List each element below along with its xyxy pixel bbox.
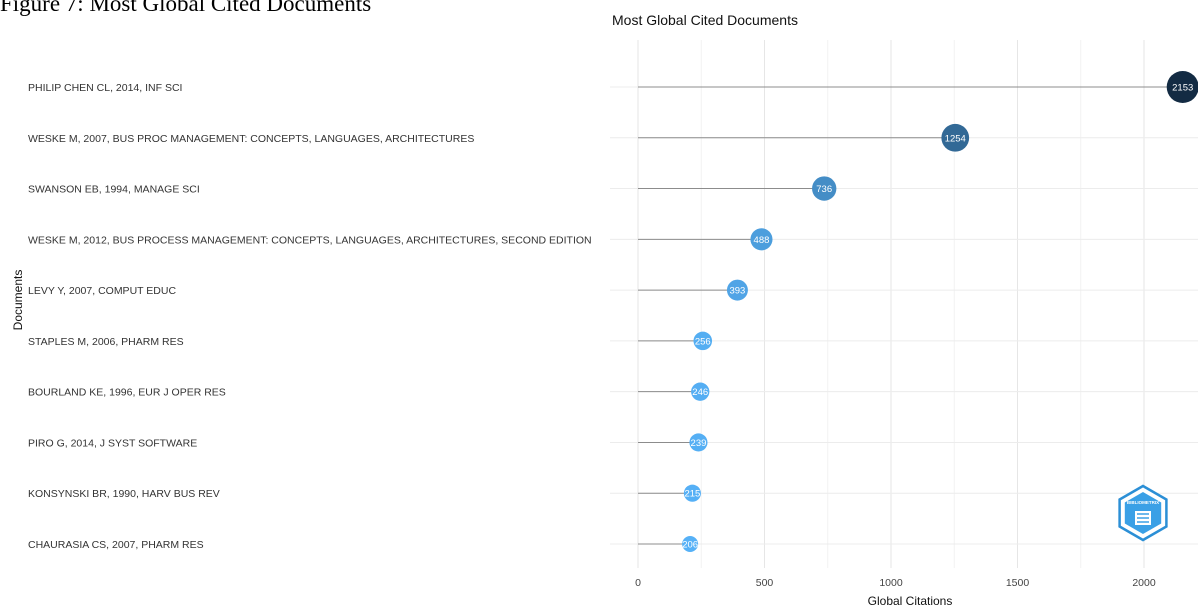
document-label: PIRO G, 2014, J SYST SOFTWARE (28, 437, 197, 449)
x-tick-labels: 0 500 1000 1500 2000 (635, 577, 1156, 589)
svg-text:BIBLIOMETRIX: BIBLIOMETRIX (1127, 500, 1159, 505)
data-label: 488 (754, 235, 770, 246)
data-label: 736 (816, 184, 832, 195)
x-tick-label: 1500 (1006, 577, 1030, 589)
data-label: 206 (682, 540, 698, 551)
stems (638, 86, 1183, 545)
data-point (812, 176, 837, 201)
data-label: 246 (692, 387, 708, 398)
document-label: LEVY Y, 2007, COMPUT EDUC (28, 285, 176, 297)
chart-title: Most Global Cited Documents (612, 12, 798, 28)
data-point (941, 123, 970, 152)
document-label: CHAURASIA CS, 2007, PHARM RES (28, 539, 204, 551)
bibliometrix-logo: BIBLIOMETRIX (1118, 484, 1168, 542)
figure-caption: Figure 7: Most Global Cited Documents (0, 0, 372, 16)
data-point (689, 433, 708, 452)
data-label: 2153 (1172, 83, 1193, 94)
document-label: STAPLES M, 2006, PHARM RES (28, 336, 184, 348)
data-point (682, 536, 699, 552)
x-tick-label: 500 (756, 577, 774, 589)
data-label: 256 (695, 336, 711, 347)
data-point (1166, 71, 1198, 103)
document-label: PHILIP CHEN CL, 2014, INF SCI (28, 82, 182, 94)
document-label: WESKE M, 2012, BUS PROCESS MANAGEMENT: C… (28, 234, 592, 246)
data-point (691, 382, 710, 401)
data-label: 1254 (945, 133, 966, 144)
data-point (693, 331, 713, 351)
document-label: KONSYNSKI BR, 1990, HARV BUS REV (28, 488, 220, 500)
points: 2153 1254 736 488 393 256 246 239 215 206 (682, 71, 1198, 552)
x-axis-title: Global Citations (868, 594, 953, 605)
x-tick-label: 1000 (879, 577, 903, 589)
data-label: 393 (729, 286, 745, 297)
x-tick-label: 0 (635, 577, 641, 589)
data-label: 239 (691, 438, 707, 449)
document-label: WESKE M, 2007, BUS PROC MANAGEMENT: CONC… (28, 133, 474, 145)
document-labels: PHILIP CHEN CL, 2014, INF SCI WESKE M, 20… (28, 82, 592, 551)
x-tick-label: 2000 (1132, 577, 1156, 589)
document-label: SWANSON EB, 1994, MANAGE SCI (28, 184, 200, 196)
data-point (683, 484, 701, 502)
data-point (726, 279, 748, 301)
data-label: 215 (684, 489, 700, 500)
y-axis-title: Documents (11, 270, 25, 331)
data-point (750, 228, 773, 251)
document-label: BOURLAND KE, 1996, EUR J OPER RES (28, 387, 226, 399)
